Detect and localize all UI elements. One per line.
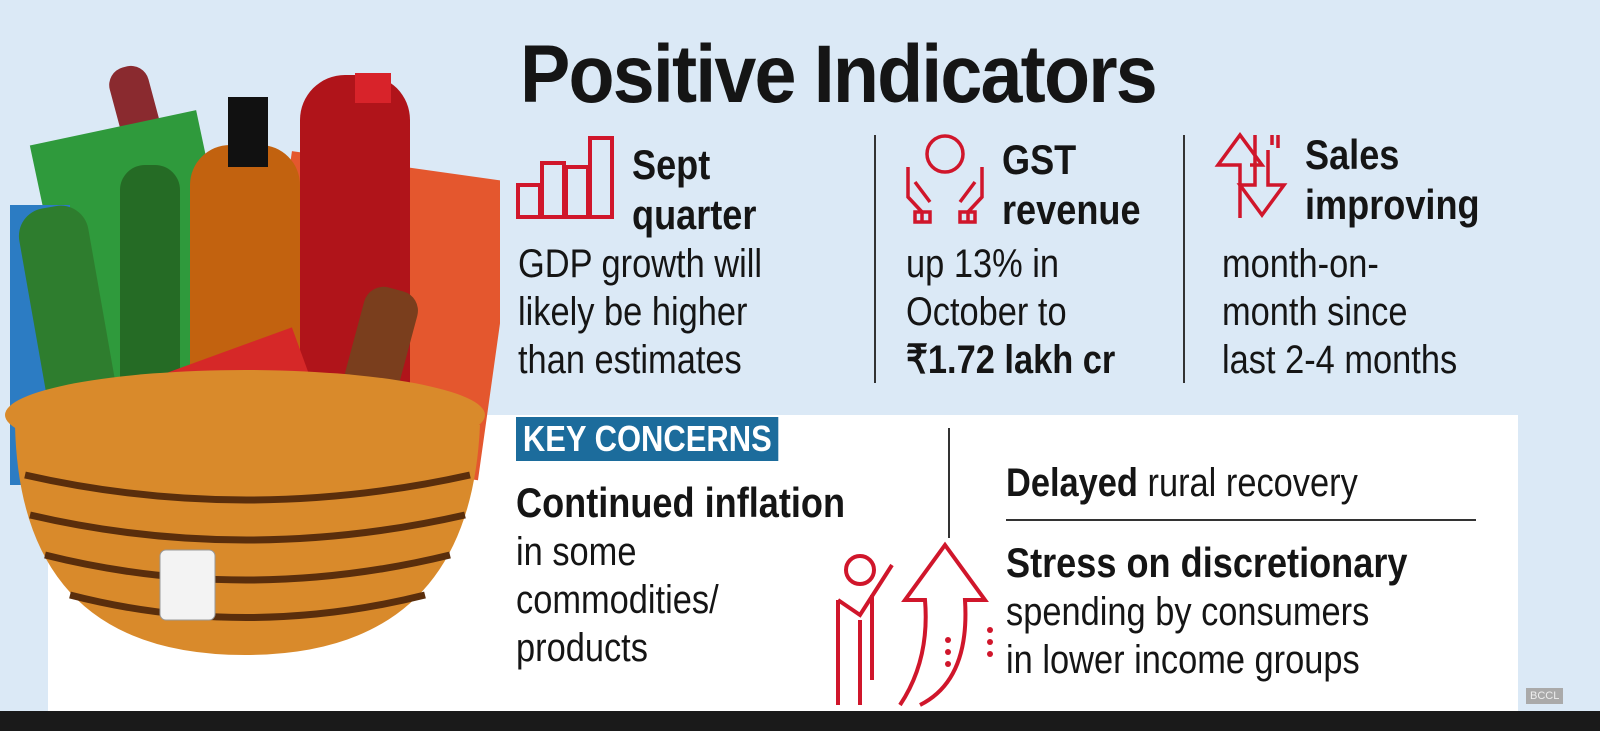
text-line: up 13% in (906, 242, 1060, 286)
text-line: month since (1222, 290, 1408, 334)
bottom-bar (0, 711, 1600, 731)
heading-line: Sept (632, 141, 711, 188)
concern-rural: Delayed rural recovery (1006, 458, 1358, 508)
text-line: commodities/ (516, 578, 719, 622)
concern-bold: Continued inflation (516, 479, 846, 526)
concern-inflation: Continued inflation in some commodities/… (516, 478, 845, 672)
text-line: month-on- (1222, 242, 1379, 286)
text-line: in lower income groups (1006, 638, 1360, 682)
text-line: GDP growth will (518, 242, 763, 286)
heading-line: quarter (632, 191, 757, 238)
text-line: last 2-4 months (1222, 338, 1458, 382)
gst-amount: ₹1.72 lakh cr (906, 338, 1116, 382)
text-line: than estimates (518, 338, 742, 382)
divider (874, 135, 876, 383)
text-line: October to (906, 290, 1067, 334)
divider (1183, 135, 1185, 383)
indicator-text-gst: up 13% in October to ₹1.72 lakh cr (906, 240, 1115, 384)
text-line: products (516, 626, 648, 670)
watermark: BCCL (1526, 688, 1564, 704)
indicator-text-gdp: GDP growth will likely be higher than es… (518, 240, 762, 384)
indicator-text-sales: month-on- month since last 2-4 months (1222, 240, 1457, 384)
concern-text: rural recovery (1137, 461, 1358, 505)
concern-bold: Delayed (1006, 461, 1138, 505)
indicator-heading-sept-quarter: Sept quarter (632, 140, 756, 240)
person-rising-arrow-icon (836, 541, 993, 707)
concern-discretionary: Stress on discretionary spending by cons… (1006, 538, 1407, 684)
heading-line: revenue (1002, 186, 1141, 233)
hands-coin-icon (906, 134, 984, 224)
indicator-heading-sales: Sales improving (1305, 130, 1480, 230)
text-line: spending by consumers (1006, 590, 1370, 634)
key-concerns-banner: KEY CONCERNS (516, 417, 779, 461)
divider (1006, 519, 1476, 521)
text-line: likely be higher (518, 290, 748, 334)
divider (948, 428, 950, 538)
heading-line: GST (1002, 136, 1077, 183)
bar-chart-icon (516, 136, 614, 219)
page-title: Positive Indicators (520, 29, 1158, 120)
text-line: in some (516, 530, 637, 574)
up-down-arrows-icon (1214, 132, 1288, 218)
heading-line: Sales (1305, 131, 1400, 178)
heading-line: improving (1305, 181, 1480, 228)
concern-bold: Stress on discretionary (1006, 539, 1408, 586)
grocery-basket-illustration (5, 65, 500, 655)
indicator-heading-gst: GST revenue (1002, 135, 1141, 235)
